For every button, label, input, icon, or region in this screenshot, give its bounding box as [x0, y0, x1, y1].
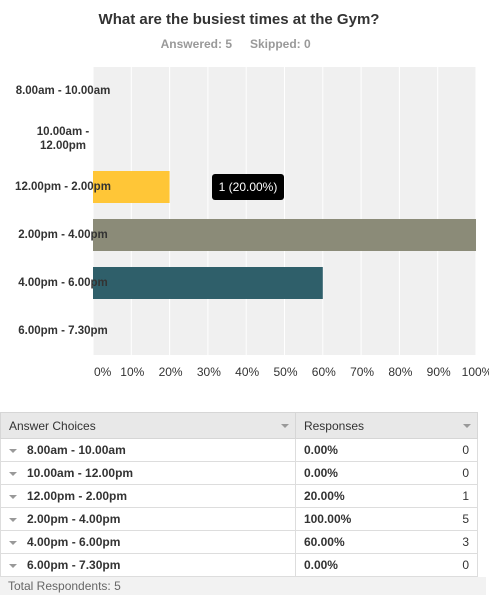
header-text: Answer Choices: [9, 418, 96, 433]
x-tick-label: 70%: [350, 365, 374, 379]
y-tick-label: 2.00pm - 4.00pm: [18, 229, 108, 241]
y-tick-label: 12.00pm - 2.00pm: [15, 181, 111, 193]
table-cell: 6.00pm - 7.30pm: [0, 553, 296, 577]
bar: [93, 267, 323, 299]
header-row: Answer Choices Responses: [0, 412, 479, 439]
cell-text: 10.00am - 12.00pm: [27, 466, 134, 480]
y-tick-label: 10.00am - 12.00pm: [36, 126, 90, 152]
table-cell: 2.00pm - 4.00pm: [0, 507, 296, 531]
table-row[interactable]: 6.00pm - 7.30pm 0.00% 0: [0, 553, 478, 577]
cell-text: 0.00%: [303, 443, 338, 457]
table-cell: 0: [429, 461, 478, 485]
cell-text: 0: [462, 558, 469, 572]
cell-text: 6.00pm - 7.30pm: [27, 558, 121, 572]
table-cell: 100.00%: [294, 507, 429, 531]
table-row[interactable]: 10.00am - 12.00pm 0.00% 0: [0, 461, 478, 485]
y-tick-label: 8.00am - 10.00am: [15, 85, 111, 97]
table-cell: 60.00%: [294, 530, 429, 554]
bar: [93, 219, 476, 251]
cell-text: 4.00pm - 6.00pm: [27, 535, 121, 549]
cell-text: 12.00pm - 2.00pm: [27, 489, 128, 503]
table-cell: 1: [429, 484, 478, 508]
responses-table: Answer Choices Responses 8.00am - 10.00a…: [0, 412, 479, 577]
table-cell: 0.00%: [294, 438, 429, 462]
table-cell: 12.00pm - 2.00pm: [0, 484, 296, 508]
table-row[interactable]: 4.00pm - 6.00pm 60.00% 3: [0, 530, 478, 554]
cell-text: 3: [462, 535, 469, 549]
x-tick-label: 10%: [120, 365, 144, 379]
bar: [93, 171, 170, 203]
cell-text: 8.00am - 10.00am: [27, 443, 126, 457]
table-cell: 0.00%: [294, 461, 429, 485]
cell-text: 0: [462, 443, 469, 457]
footer: Total Respondents: 5: [0, 577, 486, 595]
cell-text: 60.00%: [303, 535, 345, 549]
x-tick-label: 90%: [427, 365, 451, 379]
cell-text: 2.00pm - 4.00pm: [27, 512, 121, 526]
table-row[interactable]: 2.00pm - 4.00pm 100.00% 5: [0, 507, 478, 531]
x-tick-label: 80%: [388, 365, 412, 379]
header-text: Responses: [303, 418, 364, 433]
table-cell: 0: [429, 553, 478, 577]
table-cell: 4.00pm - 6.00pm: [0, 530, 296, 554]
table-cell: 5: [429, 507, 478, 531]
table-cell: 10.00am - 12.00pm: [0, 461, 296, 485]
header-responses[interactable]: Responses: [294, 412, 479, 439]
y-tick-label: 4.00pm - 6.00pm: [18, 277, 108, 289]
table-cell: 0: [429, 438, 478, 462]
x-tick-label: 40%: [235, 365, 259, 379]
cell-text: 100.00%: [303, 512, 352, 526]
chart: What are the busiest times at the Gym? A…: [92, 11, 489, 379]
answered: Answered: 5: [161, 37, 233, 51]
table-cell: 20.00%: [294, 484, 429, 508]
cell-text: 20.00%: [303, 489, 345, 503]
x-tick-label: 50%: [273, 365, 297, 379]
cell-text: 5: [462, 512, 469, 526]
header-choices[interactable]: Answer Choices: [0, 412, 296, 439]
table-cell: 8.00am - 10.00am: [0, 438, 296, 462]
tooltip-box: [212, 174, 284, 200]
table-cell: 3: [429, 530, 478, 554]
y-tick-label: 6.00pm - 7.30pm: [18, 325, 108, 337]
x-tick-label: 20%: [159, 365, 183, 379]
skipped: Skipped: 0: [250, 37, 311, 51]
chart-title: What are the busiest times at the Gym?: [99, 11, 380, 28]
table-cell: 0.00%: [294, 553, 429, 577]
x-tick-label: 30%: [197, 365, 221, 379]
table-row[interactable]: 8.00am - 10.00am 0.00% 0: [0, 438, 478, 462]
table-row[interactable]: 12.00pm - 2.00pm 20.00% 1: [0, 484, 478, 508]
x-tick-label: 100%: [462, 365, 489, 379]
cell-text: 1: [462, 489, 469, 503]
x-tick-label: 0%: [94, 365, 112, 379]
cell-text: 0: [462, 466, 469, 480]
cell-text: 0.00%: [303, 558, 338, 572]
tooltip-text: 1 (20.00%): [219, 180, 278, 194]
cell-text: 0.00%: [303, 466, 338, 480]
x-tick-label: 60%: [312, 365, 336, 379]
